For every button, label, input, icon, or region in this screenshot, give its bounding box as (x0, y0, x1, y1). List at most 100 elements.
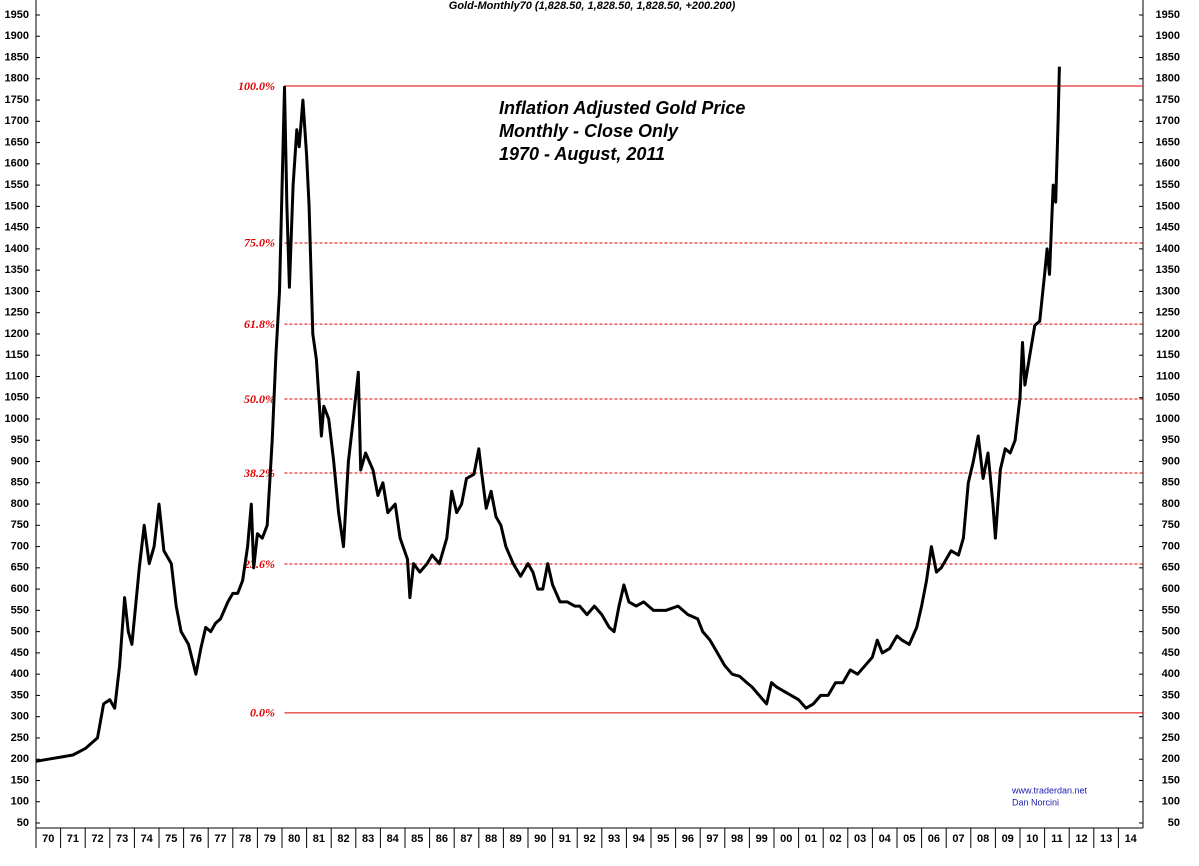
x-tick-label: 71 (67, 833, 79, 845)
y-tick-label: 1400 (5, 243, 29, 255)
x-tick-label: 14 (1125, 833, 1138, 845)
x-tick-label: 86 (436, 833, 448, 845)
x-tick-label: 79 (264, 833, 276, 845)
y-tick-label: 1650 (1156, 136, 1180, 148)
y-tick-label: 950 (1162, 434, 1180, 446)
x-tick-label: 89 (510, 833, 522, 845)
x-tick-label: 94 (633, 833, 646, 845)
x-tick-label: 70 (42, 833, 54, 845)
x-tick-label: 90 (534, 833, 546, 845)
x-tick-label: 77 (214, 833, 226, 845)
x-tick-label: 07 (952, 833, 964, 845)
y-tick-label: 1250 (5, 307, 29, 319)
y-tick-label: 1150 (1156, 349, 1180, 361)
x-tick-label: 10 (1026, 833, 1038, 845)
y-tick-label: 450 (1162, 647, 1180, 659)
y-tick-label: 50 (17, 817, 29, 829)
y-tick-label: 1800 (5, 73, 29, 85)
x-tick-label: 74 (141, 833, 154, 845)
y-tick-label: 550 (11, 604, 29, 616)
y-tick-label: 1500 (1156, 200, 1180, 212)
y-tick-label: 1700 (1156, 115, 1180, 127)
y-tick-label: 150 (11, 774, 29, 786)
y-tick-label: 1100 (5, 370, 29, 382)
price-line (35, 66, 1061, 763)
x-tick-label: 00 (780, 833, 792, 845)
y-tick-label: 1050 (1156, 392, 1180, 404)
level-label: 75.0% (244, 236, 275, 250)
y-tick-label: 1750 (1156, 94, 1180, 106)
x-tick-label: 73 (116, 833, 128, 845)
x-tick-label: 06 (928, 833, 940, 845)
x-tick-label: 75 (165, 833, 177, 845)
y-tick-label: 350 (11, 689, 29, 701)
y-tick-label: 1550 (5, 179, 29, 191)
y-tick-label: 650 (1162, 562, 1180, 574)
y-tick-label: 1800 (1156, 73, 1180, 85)
y-tick-label: 1200 (5, 328, 29, 340)
y-tick-label: 1500 (5, 200, 29, 212)
y-tick-label: 1300 (5, 285, 29, 297)
y-tick-label: 1600 (1156, 158, 1180, 170)
x-tick-label: 80 (288, 833, 300, 845)
y-tick-label: 1850 (5, 51, 29, 63)
x-tick-label: 96 (682, 833, 694, 845)
x-tick-label: 95 (657, 833, 669, 845)
y-tick-label: 1700 (5, 115, 29, 127)
y-tick-label: 1250 (1156, 307, 1180, 319)
y-tick-label: 1600 (5, 158, 29, 170)
y-tick-label: 1100 (1156, 370, 1180, 382)
y-tick-label: 450 (11, 647, 29, 659)
y-tick-label: 1450 (1156, 222, 1180, 234)
level-label: 50.0% (244, 392, 275, 406)
x-tick-label: 84 (387, 833, 400, 845)
y-tick-label: 700 (11, 540, 29, 552)
y-tick-label: 600 (11, 583, 29, 595)
y-tick-label: 750 (1162, 519, 1180, 531)
x-tick-label: 01 (805, 833, 817, 845)
y-tick-label: 1350 (1156, 264, 1180, 276)
annotation: 1970 - August, 2011 (499, 144, 665, 164)
x-tick-label: 76 (190, 833, 202, 845)
x-tick-label: 12 (1075, 833, 1087, 845)
x-tick-label: 04 (879, 833, 892, 845)
level-label: 61.8% (244, 317, 275, 331)
x-tick-label: 87 (460, 833, 472, 845)
y-tick-label: 100 (1162, 796, 1180, 808)
y-tick-label: 700 (1162, 540, 1180, 552)
x-tick-label: 02 (829, 833, 841, 845)
annotation: Monthly - Close Only (499, 121, 679, 141)
y-tick-label: 500 (11, 626, 29, 638)
y-tick-label: 800 (1162, 498, 1180, 510)
x-tick-label: 92 (583, 833, 595, 845)
y-tick-label: 1950 (1156, 9, 1180, 21)
x-tick-label: 08 (977, 833, 989, 845)
y-tick-label: 850 (1162, 477, 1180, 489)
y-tick-label: 300 (11, 711, 29, 723)
y-tick-label: 1750 (5, 94, 29, 106)
y-tick-label: 350 (1162, 689, 1180, 701)
x-tick-label: 83 (362, 833, 374, 845)
x-tick-label: 91 (559, 833, 571, 845)
y-tick-label: 1150 (5, 349, 29, 361)
y-tick-label: 1300 (1156, 285, 1180, 297)
y-tick-label: 800 (11, 498, 29, 510)
y-tick-label: 600 (1162, 583, 1180, 595)
x-tick-label: 98 (731, 833, 743, 845)
y-tick-label: 1900 (5, 30, 29, 42)
y-tick-label: 650 (11, 562, 29, 574)
y-tick-label: 1900 (1156, 30, 1180, 42)
y-tick-label: 1200 (1156, 328, 1180, 340)
y-tick-label: 1050 (5, 392, 29, 404)
x-tick-label: 09 (1002, 833, 1014, 845)
x-tick-label: 11 (1051, 833, 1063, 845)
level-label: 23.6% (243, 557, 275, 571)
x-tick-label: 88 (485, 833, 497, 845)
credit: www.traderdan.net (1011, 785, 1088, 795)
y-tick-label: 400 (1162, 668, 1180, 680)
x-tick-label: 78 (239, 833, 251, 845)
y-tick-label: 150 (1162, 774, 1180, 786)
y-tick-label: 100 (11, 796, 29, 808)
y-tick-label: 1950 (5, 9, 29, 21)
